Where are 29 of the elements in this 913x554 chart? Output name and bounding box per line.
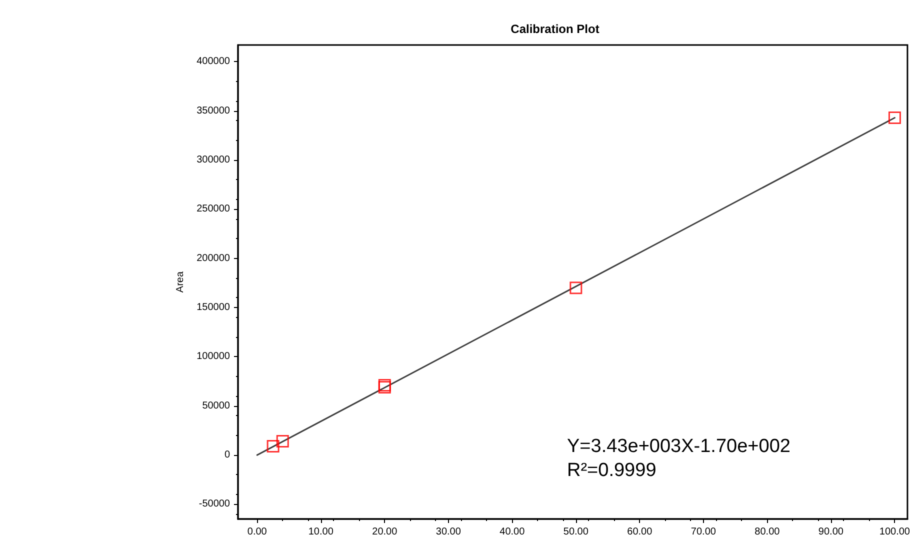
x-tick-label: 60.00 xyxy=(627,526,653,538)
x-tick-label: 50.00 xyxy=(563,526,589,538)
y-tick-label: 250000 xyxy=(196,204,230,215)
point xyxy=(888,112,901,124)
x-tick-label: 90.00 xyxy=(818,526,844,538)
annotation: R²=0.9999 xyxy=(567,460,656,481)
y-tick-label: -50000 xyxy=(198,498,230,510)
y-tick-label: 50000 xyxy=(202,400,230,412)
y-tick-label: 0 xyxy=(224,450,230,461)
y-tick-label: 300000 xyxy=(196,154,230,166)
point xyxy=(266,440,280,452)
point xyxy=(570,282,582,294)
y-tick-label: 200000 xyxy=(196,252,230,264)
y-tick-label: 350000 xyxy=(196,105,230,116)
x-tick-label: 70.00 xyxy=(690,526,716,538)
x-tick-label: 0.00 xyxy=(247,526,268,538)
x-tick-label: 100.00 xyxy=(879,526,910,538)
x-tick-label: 10.00 xyxy=(308,526,334,538)
y-tick-label: 400000 xyxy=(196,56,230,68)
chart-title: Calibration Plot xyxy=(510,22,600,36)
x-tick-label: 80.00 xyxy=(754,526,780,538)
x-tick-label: 40.00 xyxy=(500,526,526,538)
point xyxy=(276,435,289,448)
y-tick-label: 100000 xyxy=(196,351,230,362)
annotation: Y=3.43e+003X-1.70e+002 xyxy=(567,436,790,457)
y-axis-title: Area xyxy=(175,271,186,293)
y-tick-label: 150000 xyxy=(196,302,230,314)
x-tick-label: 30.00 xyxy=(436,526,462,538)
x-tick-label: 20.00 xyxy=(372,526,398,538)
